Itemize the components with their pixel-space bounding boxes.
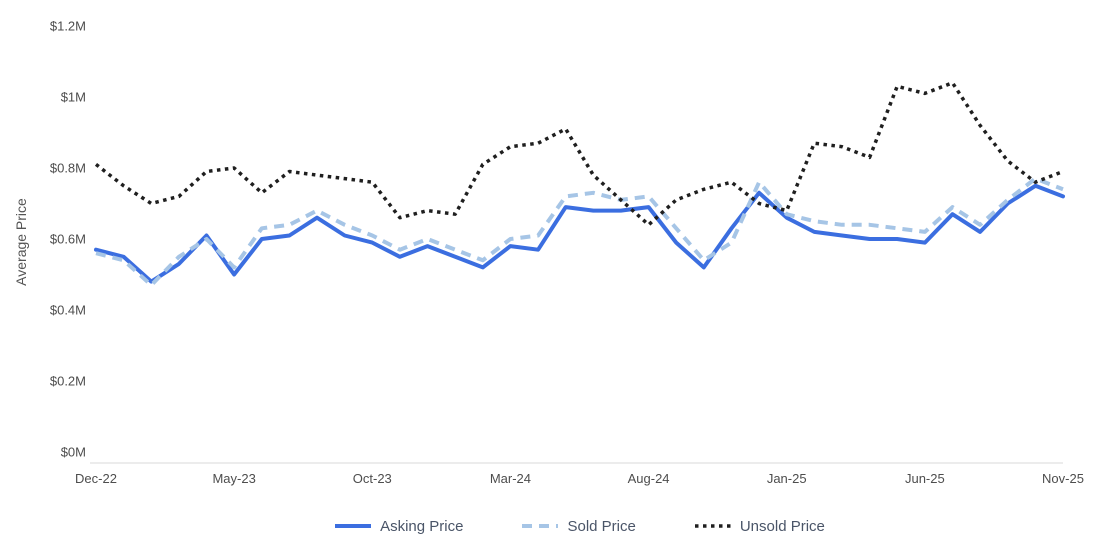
x-tick-label: Mar-24 <box>490 471 531 486</box>
y-tick-label: $0M <box>61 445 86 460</box>
y-tick-label: $1.2M <box>50 19 86 34</box>
y-tick-label: $1M <box>61 90 86 105</box>
x-tick-label: Jan-25 <box>767 471 807 486</box>
legend-label: Asking Price <box>380 517 464 535</box>
series-line-asking-price <box>94 183 1065 284</box>
legend-item-sold-price: Sold Price <box>521 517 636 535</box>
legend: Asking Price Sold Price Unsold Price <box>96 511 1063 541</box>
x-tick-label: Oct-23 <box>353 471 392 486</box>
x-tick-label: Jun-25 <box>905 471 945 486</box>
legend-label: Sold Price <box>567 517 636 535</box>
legend-item-unsold-price: Unsold Price <box>694 518 825 535</box>
y-tick-label: $0.4M <box>50 303 86 318</box>
x-tick-label: May-23 <box>212 471 255 486</box>
legend-swatch-dashed-line-icon <box>522 524 559 528</box>
y-tick-label: $0.2M <box>50 374 86 389</box>
series-line-sold-price <box>95 176 1064 288</box>
legend-swatch-dotted-line-icon <box>694 524 731 528</box>
y-axis-title: Average Price <box>13 198 29 286</box>
x-tick-label: Dec-22 <box>75 471 117 486</box>
y-tick-label: $0.8M <box>50 161 86 176</box>
series-line-unsold-price <box>94 81 1064 227</box>
plot-area: $1.2M $1M $0.8M $0.6M $0.4M $0.2M $0M Dec-22 May… <box>50 19 1084 487</box>
legend-item-asking-price: Asking Price <box>334 518 463 535</box>
x-tick-label: Aug-24 <box>628 471 670 486</box>
y-tick-label: $0.6M <box>50 232 86 247</box>
x-tick-label: Nov-25 <box>1042 471 1084 486</box>
legend-swatch-solid-line-icon <box>335 524 372 528</box>
legend-label: Unsold Price <box>739 517 825 535</box>
